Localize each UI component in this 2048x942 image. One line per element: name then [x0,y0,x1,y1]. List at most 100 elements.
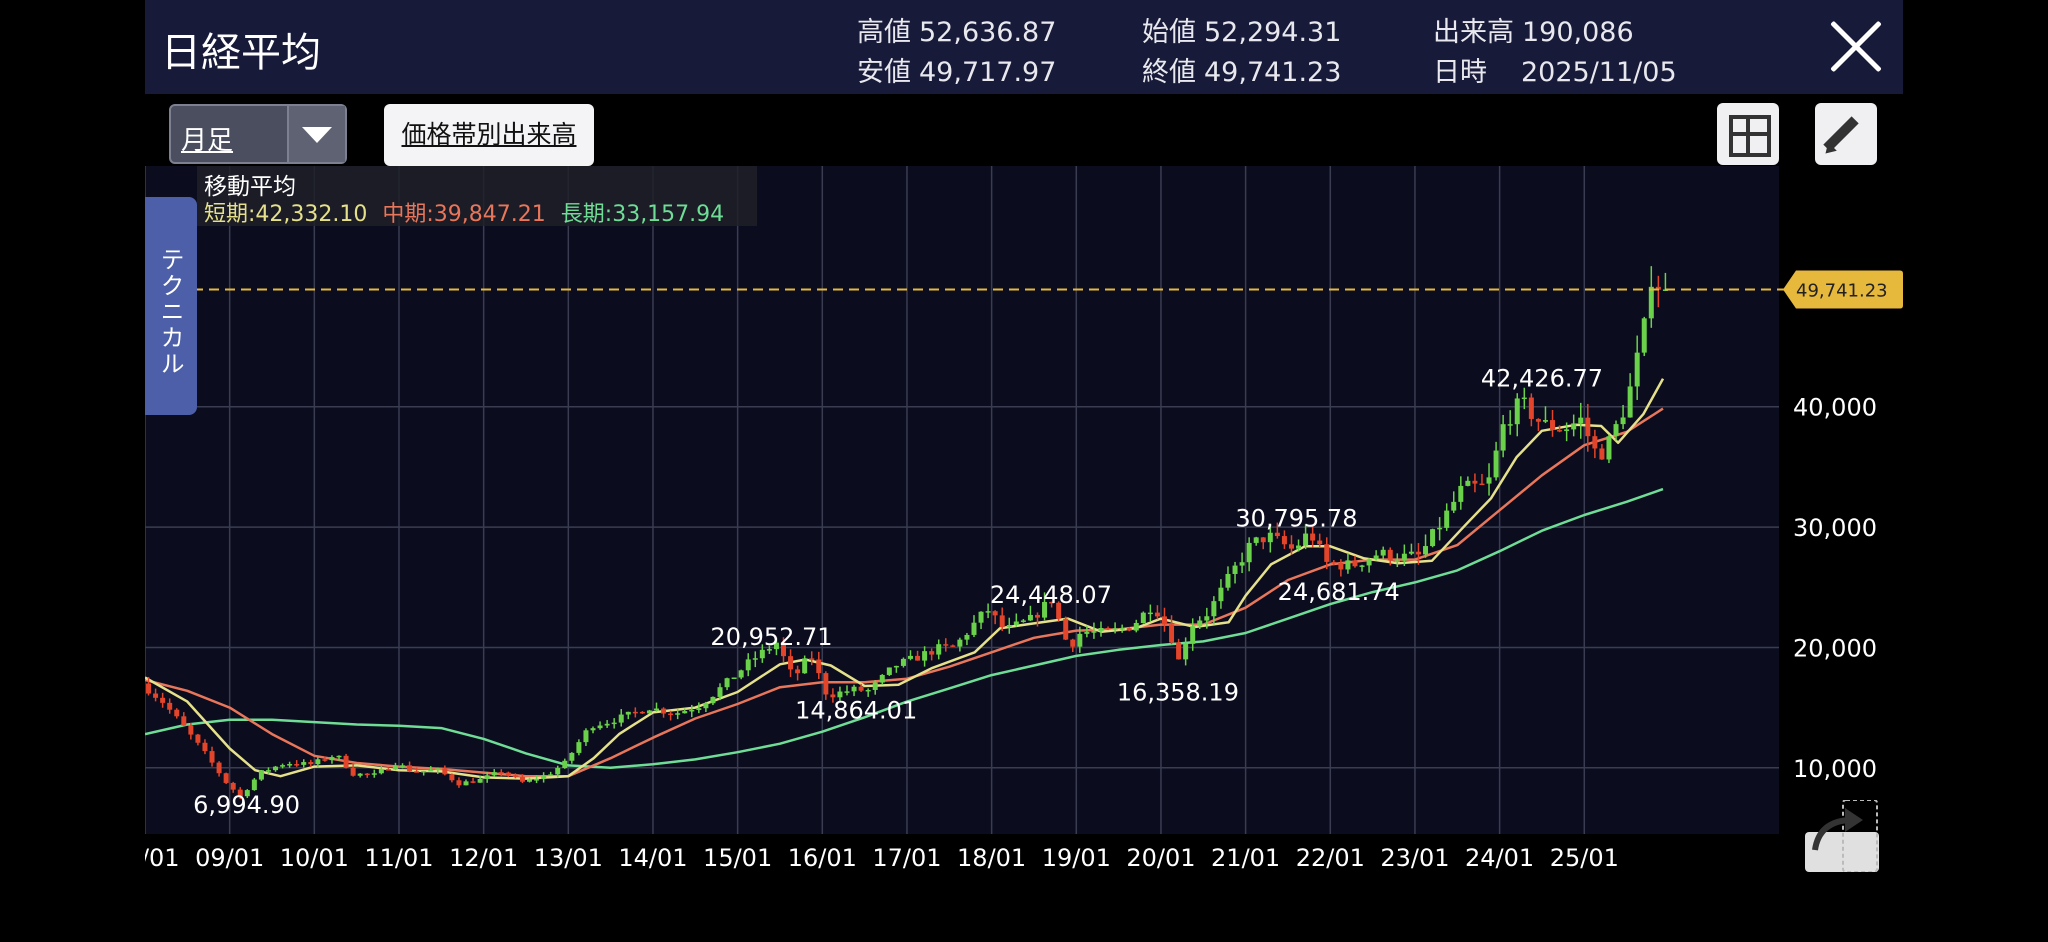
candle [371,773,377,775]
candle [329,757,335,761]
candle [1380,549,1386,556]
candle [999,615,1005,628]
x-tick-label: 19/01 [1042,844,1111,872]
candle [759,649,765,659]
candle [336,755,342,758]
y-tick-label: 10,000 [1793,755,1877,783]
ma-mid-value: 中期:39,847.21 [382,202,546,227]
candle [1359,565,1365,567]
candle [1112,628,1118,630]
candle [738,670,744,678]
candle [971,622,977,635]
technical-tab[interactable]: テクニカル [145,197,197,415]
candle [802,658,808,674]
volume-profile-button[interactable]: 価格帯別出来高 [384,104,594,166]
candle [1133,622,1139,631]
candle [1190,626,1196,644]
dropdown-arrow-icon[interactable] [287,106,345,162]
y-tick-label: 30,000 [1793,514,1877,542]
candle [1091,631,1097,633]
candle [1394,560,1400,562]
candle [851,686,857,692]
moving-average-legend: 移動平均 短期:42,332.10 中期:39,847.21 長期:33,157… [197,166,757,227]
candle [1027,614,1033,621]
candle [872,682,878,690]
candle [618,714,624,723]
candle [788,656,794,670]
candle [470,781,476,783]
candle [1535,418,1541,422]
close-icon[interactable] [1828,18,1884,74]
candle [1366,559,1372,566]
candle [752,658,758,660]
candle [1056,602,1062,619]
x-tick-label: 13/01 [534,844,603,872]
candle [1564,429,1570,432]
stat-open: 始値 52,294.31 [1142,17,1342,48]
candle [392,765,398,770]
candle [527,779,533,782]
candle [1274,532,1280,537]
candle [830,694,836,698]
candle [237,789,243,797]
candle [865,689,871,692]
period-select[interactable]: 月足 [169,104,347,164]
ma-mid-line [145,407,1664,778]
candle [1479,483,1485,486]
candle [1225,573,1231,588]
candle [1232,565,1238,574]
candle [1437,527,1443,530]
candle [1401,553,1407,561]
candle [230,782,236,790]
grid-layout-icon[interactable] [1717,103,1779,165]
candle [435,768,441,770]
candle [357,773,363,776]
candle [1310,533,1316,541]
candle [837,691,843,698]
pencil-icon[interactable] [1815,103,1877,165]
candle [1415,551,1421,555]
candle [343,755,349,768]
candle [844,691,850,693]
candle [1183,643,1189,660]
candle [463,781,469,786]
candle [809,658,815,660]
candle [414,771,420,773]
candle [1034,614,1040,618]
x-tick-label: 08/01 [145,844,180,872]
candle [1472,480,1478,484]
y-tick-label: 40,000 [1793,394,1877,422]
candle [498,772,504,774]
candle [936,644,942,655]
candle [1408,551,1414,554]
candle [964,634,970,640]
candle [1119,628,1125,630]
candle [625,711,631,715]
candle [1317,540,1323,545]
candle [1154,612,1160,617]
candle [1281,536,1287,545]
candle [1063,618,1069,640]
candle [915,655,921,661]
ma-long-line [145,487,1664,770]
candle [957,639,963,647]
candle [153,693,159,698]
candle [1655,286,1661,290]
candle [1606,436,1612,460]
candle [1239,562,1245,566]
candle [1260,537,1266,543]
candle [696,708,702,710]
candle [773,642,779,650]
candle [922,651,928,661]
candle [724,678,730,688]
candle [1006,624,1012,628]
candle [795,669,801,674]
candle [202,742,208,752]
candle [943,644,949,646]
candle [315,759,321,765]
candle [1444,510,1450,528]
share-icon[interactable] [1805,800,1879,872]
candle [195,734,201,743]
price-annotation: 24,448.07 [990,581,1112,609]
candle [1634,352,1640,387]
